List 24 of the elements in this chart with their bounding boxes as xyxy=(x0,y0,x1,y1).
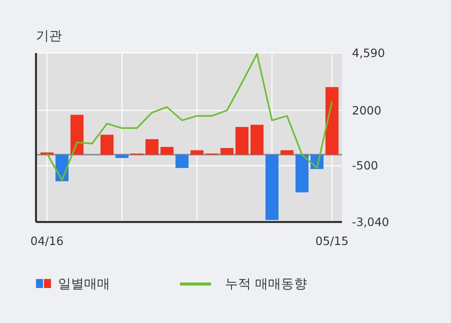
y-tick-label: 2000 xyxy=(352,103,382,118)
bar xyxy=(160,146,174,155)
bar xyxy=(146,139,158,155)
bar xyxy=(100,134,114,155)
x-tick-label: 05/15 xyxy=(315,234,349,248)
bar xyxy=(326,87,338,155)
legend-label: 누적 매매동향 xyxy=(225,277,308,292)
bar xyxy=(280,150,294,155)
x-tick-label: 04/16 xyxy=(30,234,64,248)
bar xyxy=(220,148,234,155)
y-tick-label: -3,040 xyxy=(352,215,390,229)
bar xyxy=(236,126,248,155)
bar xyxy=(266,154,278,220)
y-tick-label: 4,590 xyxy=(352,46,385,60)
bar xyxy=(70,114,84,155)
bar xyxy=(176,154,188,168)
legend-label: 일별매매 xyxy=(58,277,110,292)
bar xyxy=(116,154,128,158)
bar xyxy=(296,154,308,192)
bar xyxy=(250,124,264,155)
y-tick-label: -500 xyxy=(352,158,378,173)
bar xyxy=(190,150,204,155)
chart-title: 기관 xyxy=(36,29,62,44)
line-series xyxy=(46,53,333,181)
